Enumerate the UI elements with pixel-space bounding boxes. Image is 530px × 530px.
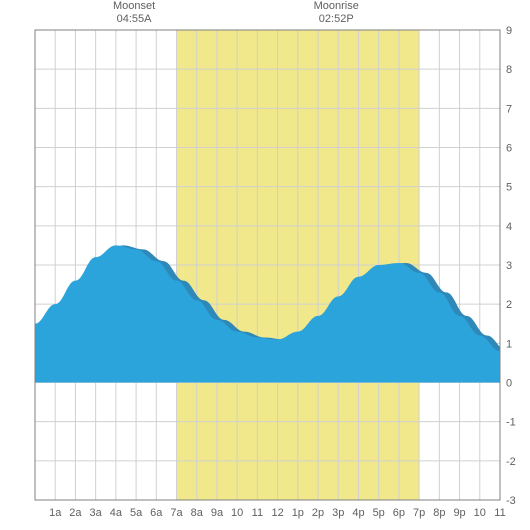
x-tick-label: 1a [49, 507, 62, 519]
x-tick-label: 11 [252, 507, 263, 519]
x-tick-label: 11 [494, 507, 505, 519]
x-tick-label: 7p [413, 507, 425, 519]
x-tick-label: 12 [271, 507, 283, 519]
x-tick-label: 5p [373, 507, 385, 519]
y-tick-label: 8 [506, 64, 512, 76]
chart-svg: -3-2-101234567891a2a3a4a5a6a7a8a9a101112… [0, 0, 530, 530]
x-tick-label: 6a [150, 507, 163, 519]
moonrise-annotation: Moonrise 02:52P [314, 0, 359, 26]
y-tick-label: 0 [506, 378, 512, 390]
x-tick-label: 8a [191, 507, 204, 519]
x-tick-label: 10 [231, 507, 243, 519]
y-tick-label: -1 [506, 417, 516, 429]
moonrise-time: 02:52P [314, 13, 359, 26]
x-tick-label: 10 [474, 507, 486, 519]
x-tick-label: 9p [453, 507, 465, 519]
x-tick-label: 8p [433, 507, 445, 519]
y-tick-label: 3 [506, 260, 512, 272]
moonset-annotation: Moonset 04:55A [113, 0, 155, 26]
y-tick-label: -3 [506, 495, 516, 507]
x-tick-label: 2a [69, 507, 82, 519]
y-tick-label: 4 [506, 221, 512, 233]
moonset-time: 04:55A [113, 13, 155, 26]
y-tick-label: 7 [506, 103, 512, 115]
x-tick-label: 3a [90, 507, 103, 519]
y-tick-label: -2 [506, 456, 516, 468]
x-tick-label: 6p [393, 507, 405, 519]
x-tick-label: 9a [211, 507, 224, 519]
moonrise-title: Moonrise [314, 0, 359, 13]
x-tick-label: 5a [130, 507, 143, 519]
x-tick-label: 4p [352, 507, 364, 519]
y-tick-label: 6 [506, 143, 512, 155]
y-tick-label: 2 [506, 299, 512, 311]
y-tick-label: 1 [506, 338, 512, 350]
x-tick-label: 4a [110, 507, 123, 519]
chart-annotations: Moonset 04:55A Moonrise 02:52P [0, 0, 530, 30]
x-tick-label: 1p [292, 507, 304, 519]
moonset-title: Moonset [113, 0, 155, 13]
x-tick-label: 2p [312, 507, 324, 519]
x-tick-label: 3p [332, 507, 344, 519]
tide-chart: Moonset 04:55A Moonrise 02:52P -3-2-1012… [0, 0, 530, 530]
y-tick-label: 5 [506, 182, 512, 194]
x-tick-label: 7a [170, 507, 183, 519]
